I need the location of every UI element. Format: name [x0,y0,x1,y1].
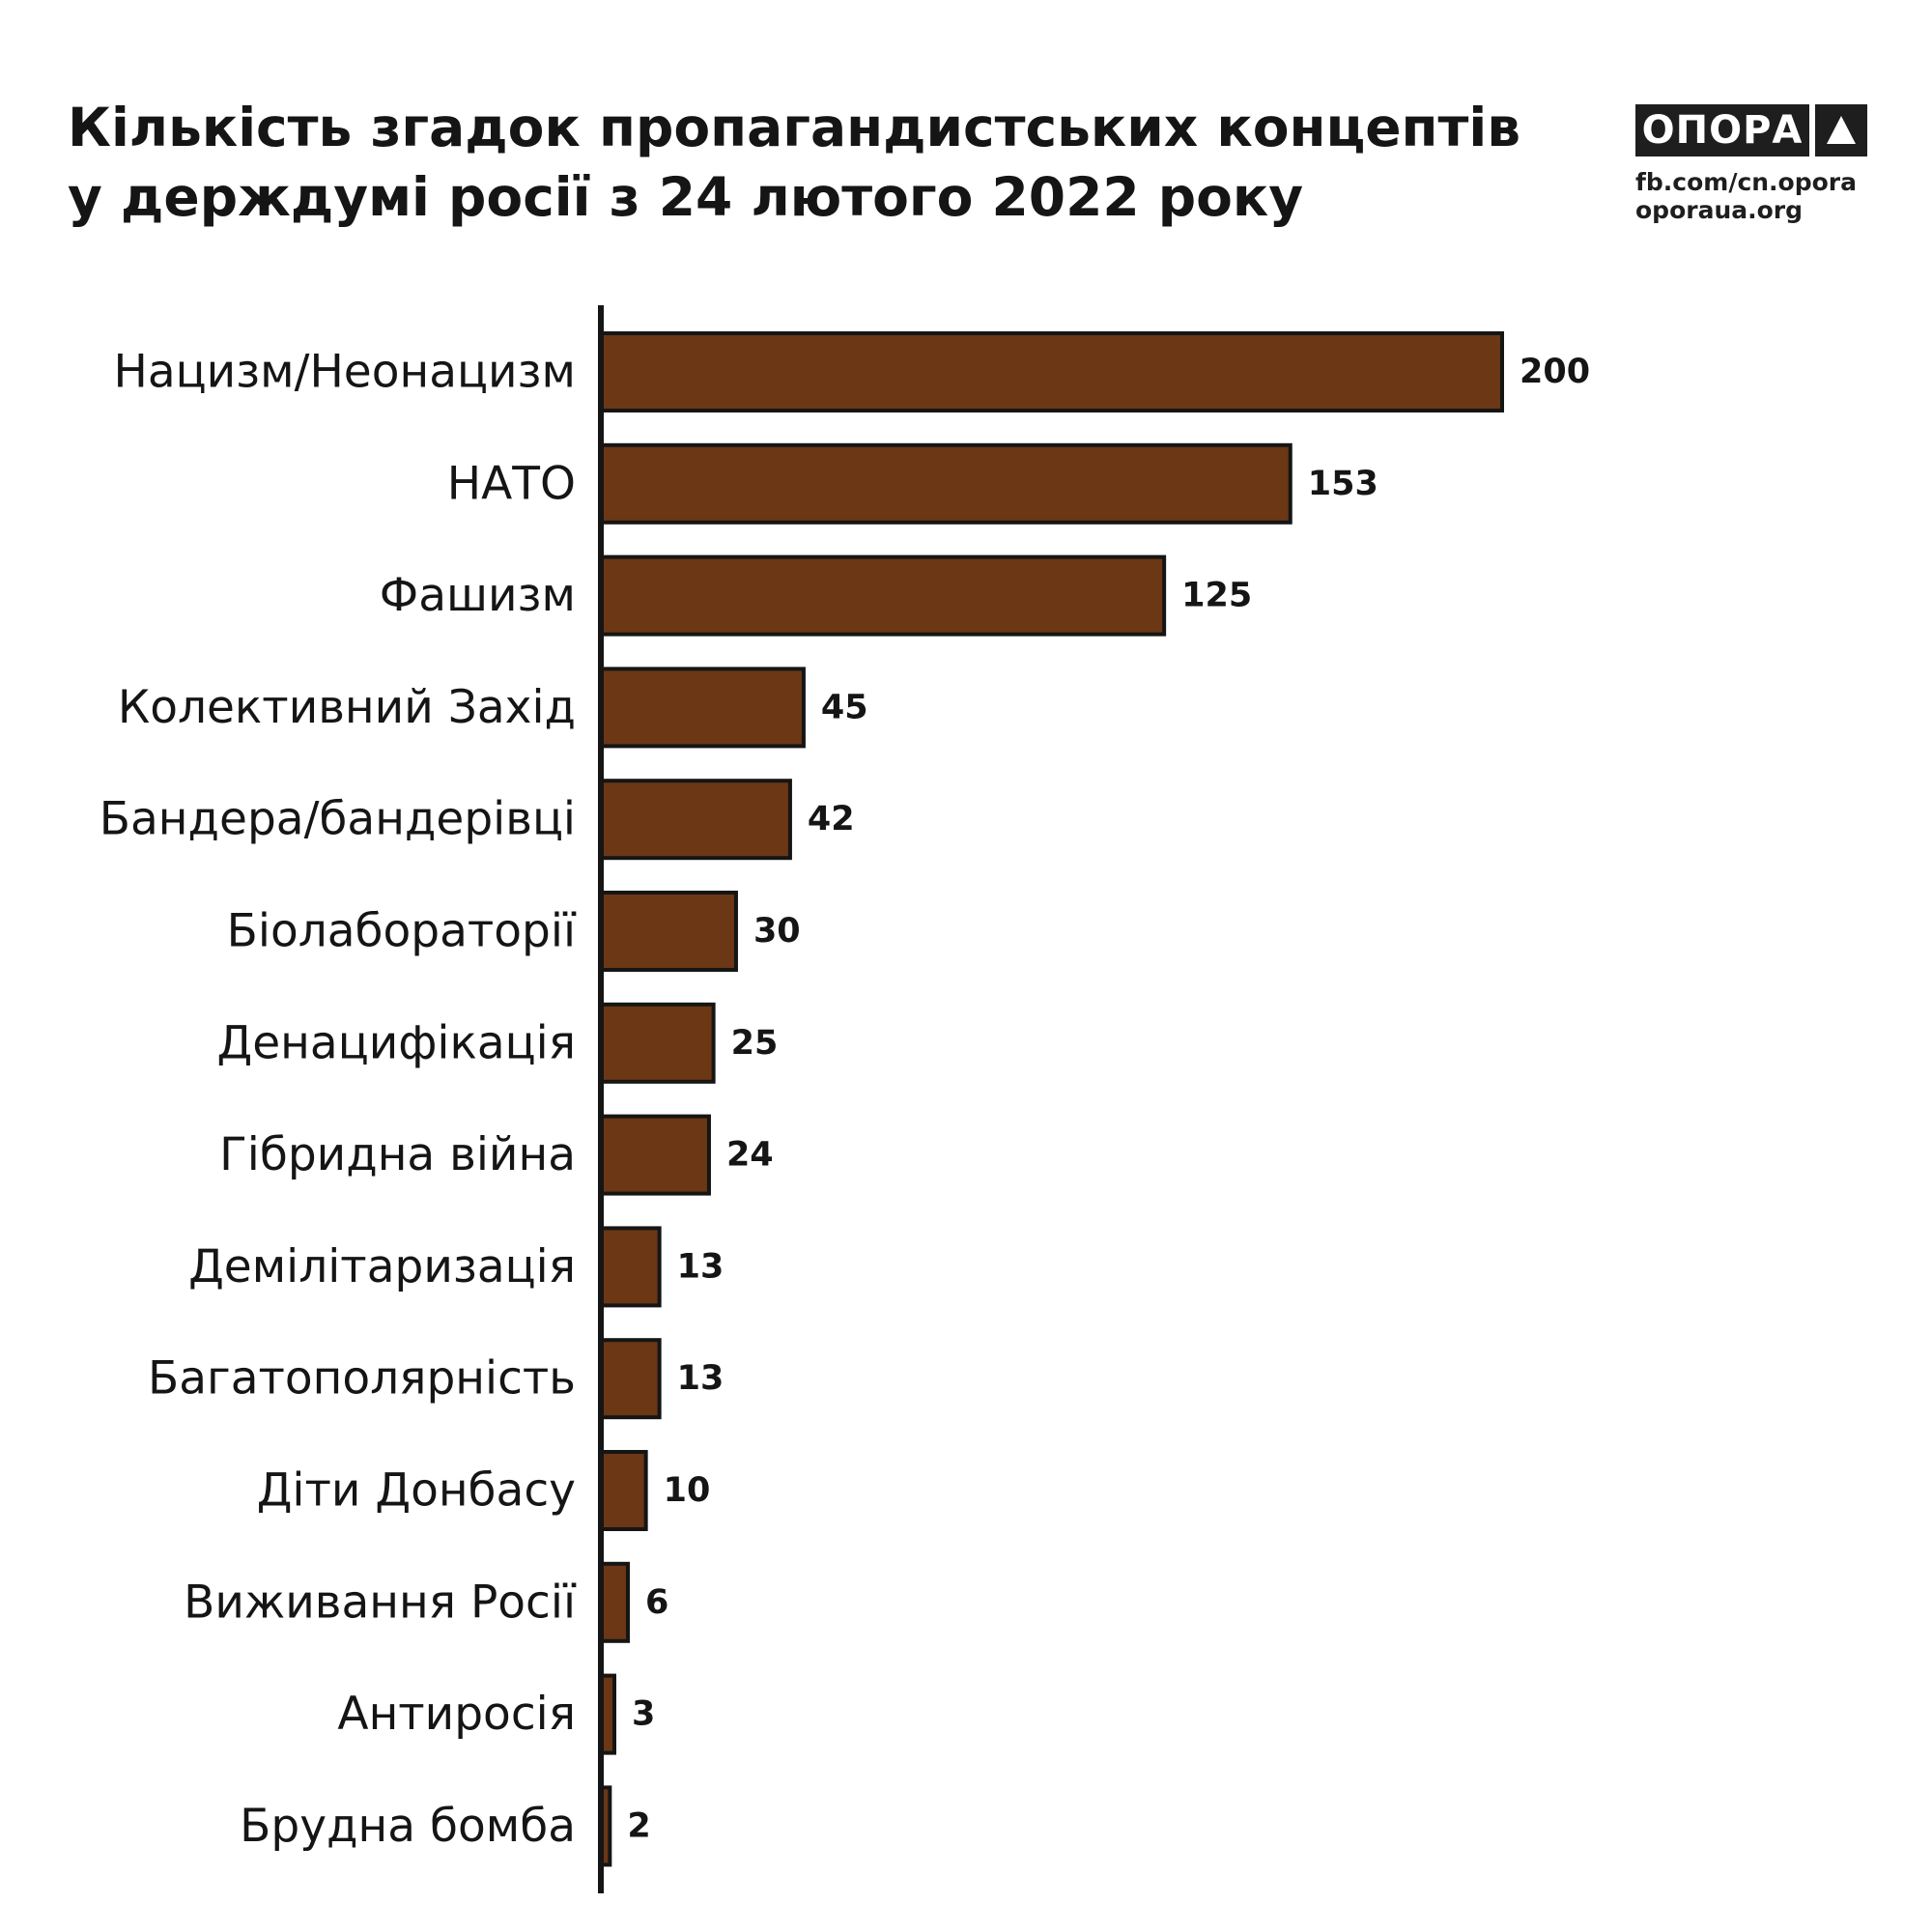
triangle-up-icon [1815,104,1867,156]
value-label: 10 [664,1471,711,1510]
value-label: 2 [627,1806,650,1845]
category-label: Бандера/бандерівці [99,793,576,846]
brand-block: ОПОРА fb.com/cn.opora oporaua.org [1635,104,1867,224]
chart-title-line-1: Кількість згадок пропагандистських конце… [68,97,1521,158]
category-label: Брудна бомба [240,1800,576,1853]
bar-11 [599,1450,648,1531]
category-label: Демілітаризація [188,1240,576,1293]
chart-title: Кількість згадок пропагандистських конце… [68,93,1520,232]
value-label: 153 [1308,465,1378,503]
value-label: 45 [821,688,868,726]
value-label: 200 [1520,353,1590,391]
value-label: 24 [726,1136,774,1175]
bar-8 [599,1114,711,1196]
bar-2 [599,442,1293,525]
value-label: 13 [677,1359,724,1398]
facebook-link-text: fb.com/cn.opora [1635,168,1858,196]
bar-12 [599,1561,630,1643]
bar-5 [599,779,792,861]
value-label: 6 [645,1583,668,1622]
bar-series [599,331,1504,1867]
opora-logo: ОПОРА [1635,104,1867,156]
value-label: 3 [632,1695,655,1734]
value-label: 125 [1181,577,1252,615]
category-label: Нацизм/Неонацизм [114,346,577,399]
bar-1 [599,331,1504,412]
category-label: Виживання Росії [184,1576,577,1629]
category-label: Колективний Захід [118,681,576,734]
chart-title-line-2: у держдумі росії з 24 лютого 2022 року [68,166,1304,228]
bar-4 [599,667,806,749]
category-label: Антиросія [337,1688,576,1741]
value-label: 30 [753,912,801,951]
category-label: Денацифікація [217,1016,576,1069]
website-link-text: oporaua.org [1635,196,1804,224]
category-label: Діти Донбасу [257,1464,576,1518]
category-label: Біолабораторії [227,905,577,958]
category-label: Фашизм [380,569,576,622]
category-label: Гібридна війна [219,1128,576,1181]
bar-3 [599,554,1167,637]
value-label: 25 [731,1024,779,1063]
category-label: Багатополярність [148,1352,576,1406]
category-label: НАТО [447,457,576,510]
bar-10 [599,1338,662,1420]
bar-9 [599,1226,662,1308]
bar-6 [599,891,738,972]
value-label: 13 [677,1247,724,1286]
bar-7 [599,1002,716,1084]
value-label: 42 [808,800,855,838]
logo-wordmark: ОПОРА [1635,104,1809,156]
